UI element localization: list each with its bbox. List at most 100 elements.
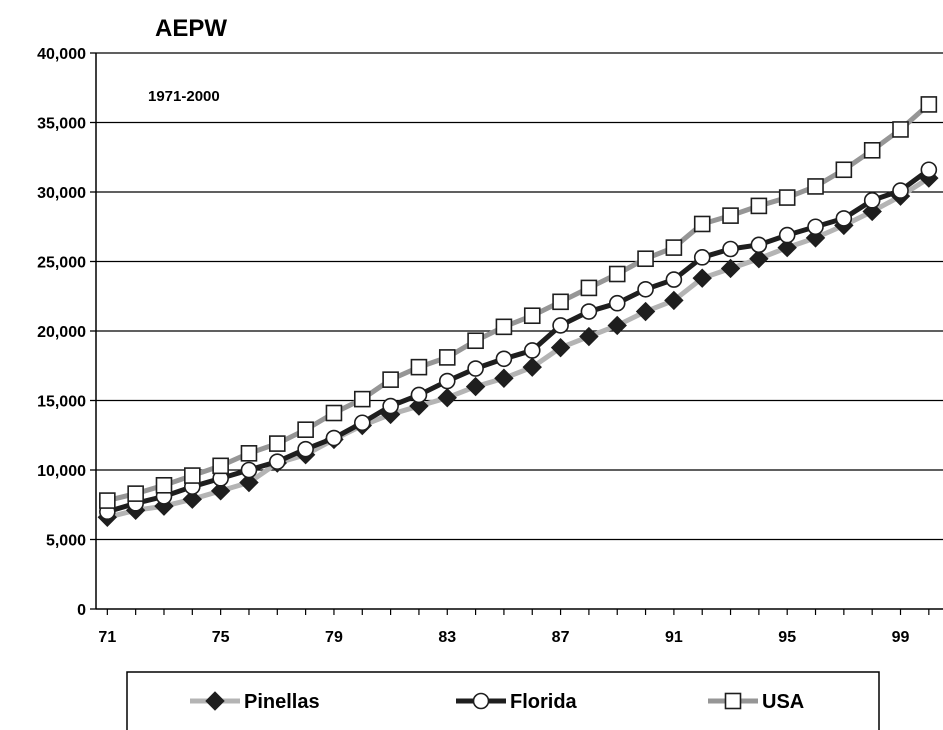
- legend-swatch-marker: [472, 692, 490, 710]
- point-florida: [722, 240, 739, 258]
- point-usa: [382, 371, 399, 388]
- y-tick-label: 30,000: [37, 185, 86, 202]
- y-tick-label: 25,000: [37, 255, 86, 272]
- point-usa: [807, 178, 824, 195]
- point-florida: [268, 453, 286, 470]
- legend-swatch-marker: [724, 692, 742, 710]
- point-pinellas: [579, 326, 599, 347]
- point-usa: [608, 265, 626, 283]
- point-usa: [863, 142, 881, 159]
- point-florida: [353, 414, 371, 432]
- legend-swatch-marker: [205, 691, 225, 711]
- point-florida: [637, 280, 654, 298]
- point-usa: [495, 318, 513, 336]
- series-line-usa: [104, 101, 932, 504]
- point-usa: [410, 358, 428, 376]
- point-usa: [637, 250, 654, 268]
- x-tick-label: 79: [325, 629, 343, 646]
- point-pinellas: [437, 388, 457, 408]
- point-usa: [778, 189, 796, 206]
- y-tick-label: 5,000: [46, 533, 86, 550]
- point-florida: [580, 303, 598, 320]
- chart-title: AEPW: [155, 15, 227, 42]
- point-pinellas: [749, 249, 769, 269]
- point-pinellas: [607, 315, 627, 336]
- point-usa: [297, 421, 314, 438]
- point-florida: [325, 429, 343, 447]
- point-usa: [212, 457, 229, 475]
- y-tick-label: 10,000: [37, 463, 86, 480]
- point-usa: [353, 390, 371, 408]
- point-pinellas: [182, 489, 203, 509]
- point-florida: [665, 271, 683, 288]
- x-tick-label: 75: [212, 629, 230, 646]
- point-florida: [835, 210, 853, 227]
- point-usa: [184, 467, 201, 484]
- point-florida: [523, 342, 541, 359]
- x-tick-label: 83: [438, 629, 456, 646]
- point-usa: [99, 492, 116, 509]
- point-usa: [325, 404, 343, 422]
- legend-label: USA: [762, 691, 804, 713]
- point-pinellas: [465, 376, 486, 397]
- point-pinellas: [239, 472, 259, 493]
- point-pinellas: [777, 237, 797, 258]
- point-usa: [438, 349, 456, 366]
- point-florida: [382, 397, 399, 415]
- point-pinellas: [664, 290, 684, 311]
- point-florida: [608, 294, 626, 312]
- point-pinellas: [494, 368, 514, 388]
- y-tick-label: 35,000: [37, 116, 86, 133]
- point-florida: [552, 317, 569, 334]
- legend: Pinellas Florida USA: [126, 671, 880, 730]
- point-usa: [523, 307, 541, 325]
- point-usa: [665, 239, 683, 256]
- point-florida: [240, 461, 258, 479]
- point-florida: [778, 226, 796, 244]
- point-florida: [495, 350, 513, 368]
- legend-label: Florida: [510, 691, 578, 713]
- point-florida: [892, 182, 909, 199]
- y-tick-label: 40,000: [37, 46, 86, 63]
- point-usa: [240, 445, 258, 462]
- legend-item-usa: USA: [708, 691, 804, 713]
- x-tick-label: 95: [778, 629, 796, 646]
- point-pinellas: [210, 481, 231, 501]
- y-tick-label: 20,000: [37, 324, 86, 341]
- x-tick-label: 71: [98, 629, 116, 646]
- point-pinellas: [720, 258, 741, 279]
- axes: 0 5,000 10,000 15,000 20,000 25,000 30,000 35,0…: [37, 46, 943, 646]
- y-tick-label: 0: [77, 602, 86, 619]
- point-florida: [693, 249, 711, 266]
- legend-label: Pinellas: [244, 691, 320, 713]
- y-tick-label: 15,000: [37, 394, 86, 411]
- point-usa: [693, 215, 711, 233]
- point-pinellas: [635, 301, 656, 322]
- x-tick-label: 87: [552, 629, 570, 646]
- series-lines: [97, 96, 939, 527]
- point-usa: [552, 293, 569, 311]
- point-pinellas: [550, 337, 571, 358]
- point-usa: [722, 207, 739, 224]
- point-florida: [438, 372, 456, 390]
- point-florida: [467, 360, 484, 377]
- point-usa: [580, 279, 598, 297]
- point-usa: [750, 197, 768, 215]
- point-florida: [863, 192, 881, 209]
- legend-item-florida: Florida: [456, 691, 578, 713]
- point-florida: [297, 440, 314, 458]
- point-usa: [268, 435, 286, 452]
- chart-subtitle: 1971-2000: [148, 88, 220, 105]
- point-pinellas: [692, 268, 712, 288]
- series-usa: [99, 96, 938, 509]
- point-usa: [127, 485, 144, 502]
- point-usa: [155, 476, 173, 494]
- point-florida: [920, 161, 938, 179]
- point-usa: [467, 332, 484, 350]
- legend-item-pinellas: Pinellas: [190, 691, 320, 713]
- x-tick-label: 91: [665, 629, 683, 646]
- point-usa: [835, 161, 853, 179]
- point-florida: [410, 386, 428, 404]
